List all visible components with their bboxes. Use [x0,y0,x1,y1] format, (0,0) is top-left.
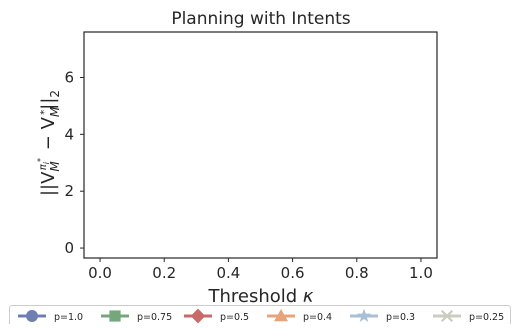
x-tick-label: 0.0 [88,264,112,282]
legend-marker [109,310,121,322]
legend-label: p=1.0 [54,312,83,323]
legend-item: p=1.0 [18,310,83,323]
legend-label: p=0.25 [469,312,504,323]
axes: 0.0 0.2 0.4 0.6 0.8 1.0 0 2 4 6 [64,31,438,282]
x-tick-label: 0.8 [345,264,369,282]
x-tick-label: 1.0 [409,264,433,282]
x-axis-label: Threshold κ [207,286,313,307]
legend-item: p=0.4 [267,309,332,323]
legend-marker [440,309,454,323]
x-tick-label: 0.2 [152,264,176,282]
legend: p=1.0 p=0.75 p=0.5 p=0.4 p=0.3 p=0.25 [9,305,511,324]
legend-item: p=0.75 [101,310,172,323]
legend-label: p=0.3 [386,312,415,323]
legend-marker [357,308,371,322]
y-tick-label: 0 [64,239,74,257]
plot-frame [83,31,438,259]
legend-item: p=0.25 [433,309,504,323]
x-tick-label: 0.4 [216,264,240,282]
legend-label: p=0.4 [303,312,332,323]
legend-label: p=0.5 [220,312,249,323]
y-tick-label: 6 [64,68,74,86]
legend-item: p=0.5 [184,308,249,324]
legend-marker [190,308,206,324]
y-axis-label: ||VMπi* − VM*||2 [36,90,62,196]
legend-marker [26,310,38,322]
x-stroke [440,309,454,323]
x-tick-label: 0.6 [281,264,305,282]
legend-item: p=0.3 [350,308,415,323]
legend-marker [274,309,288,322]
legend-label: p=0.75 [137,312,172,323]
y-tick-label: 4 [64,125,74,143]
y-tick-label: 2 [64,182,74,200]
chart-title: Planning with Intents [171,9,350,29]
